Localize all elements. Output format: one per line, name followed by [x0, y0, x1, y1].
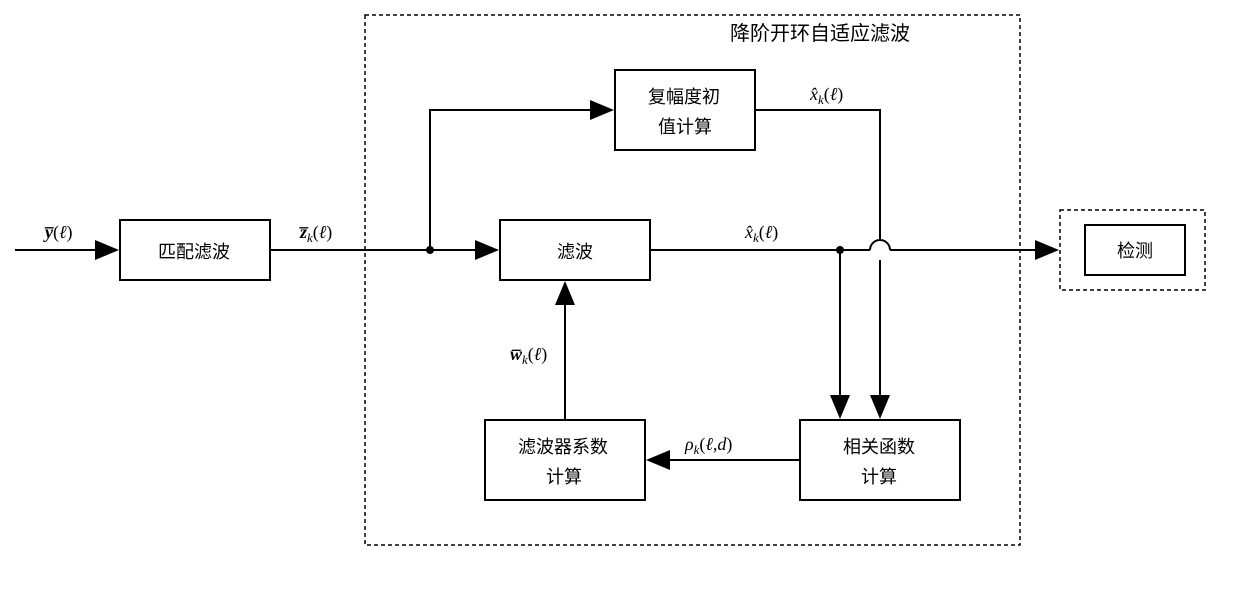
- label-w: w̅k(ℓ): [510, 344, 547, 367]
- label-z: z̅k(ℓ): [299, 222, 333, 245]
- coef-calc-box: 滤波器系数 计算: [485, 420, 645, 500]
- region-title: 降阶开环自适应滤波: [730, 22, 910, 45]
- label-xhat-mid: x̂k(ℓ): [744, 222, 778, 245]
- svg-text:滤波器系数: 滤波器系数: [518, 437, 608, 457]
- label-xhat-top: x̂k(ℓ): [809, 84, 843, 107]
- junction-2: [836, 246, 844, 254]
- wire-init-down-a: [755, 110, 880, 240]
- detect-box: 检测: [1085, 225, 1185, 275]
- block-diagram: 降阶开环自适应滤波 匹配滤波 复幅度初 值计算 滤波 滤波器系数 计算 相关函数…: [0, 0, 1239, 590]
- init-calc-box: 复幅度初 值计算: [615, 70, 755, 150]
- corr-calc-box: 相关函数 计算: [800, 420, 960, 500]
- svg-text:计算: 计算: [861, 467, 897, 487]
- svg-text:滤波: 滤波: [557, 242, 593, 262]
- svg-text:相关函数: 相关函数: [843, 437, 915, 457]
- wire-bridge: [870, 240, 890, 250]
- svg-text:匹配滤波: 匹配滤波: [158, 242, 230, 262]
- label-y: y̅(ℓ): [43, 222, 73, 243]
- junction-1: [426, 246, 434, 254]
- svg-text:检测: 检测: [1117, 241, 1153, 261]
- match-filter-box: 匹配滤波: [120, 220, 270, 280]
- filter-box: 滤波: [500, 220, 650, 280]
- label-rho: ρk(ℓ,d): [684, 434, 732, 457]
- svg-text:计算: 计算: [546, 467, 582, 487]
- svg-text:复幅度初: 复幅度初: [648, 87, 720, 107]
- svg-text:值计算: 值计算: [658, 117, 712, 137]
